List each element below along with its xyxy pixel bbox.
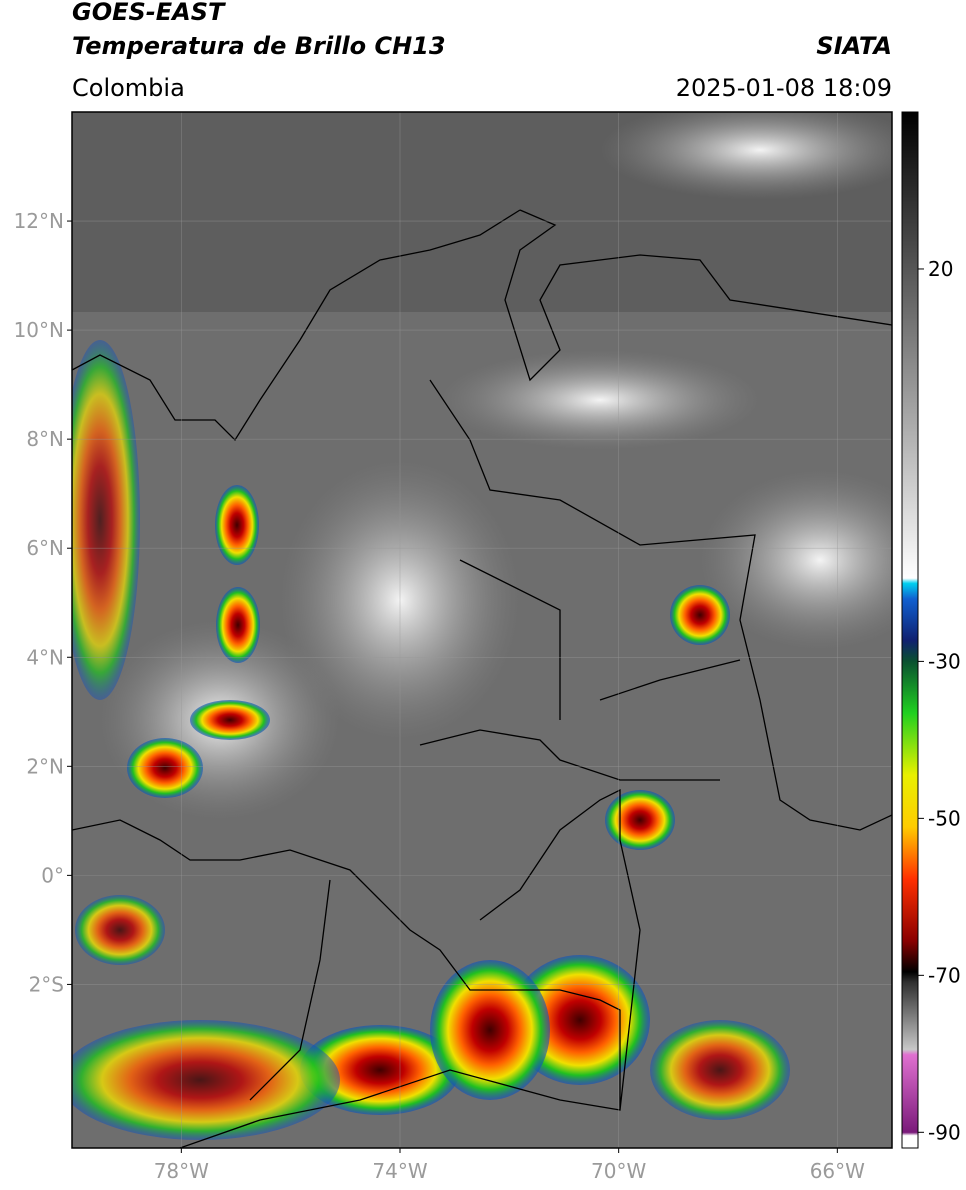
borders <box>72 209 892 1148</box>
storm <box>127 738 203 798</box>
source: SIATA <box>816 32 892 60</box>
lat-tick-label: 2°S <box>29 972 64 996</box>
lon-tick-label: 66°W <box>810 1159 865 1183</box>
colorbar-tick-label: -90 <box>928 1120 961 1144</box>
lat-tick-label: 12°N <box>14 209 64 233</box>
plot-frame <box>71 111 893 1149</box>
storm <box>72 340 140 700</box>
colorbar-tick-label: -30 <box>928 649 961 673</box>
colorbar-tick-label: 20 <box>928 257 953 281</box>
lat-tick-label: 8°N <box>26 427 64 451</box>
lon-tick-label: 78°W <box>154 1159 209 1183</box>
grid <box>72 112 892 1148</box>
storm <box>605 790 675 850</box>
lat-tick-label: 6°N <box>26 536 64 560</box>
storm <box>190 700 270 740</box>
storm <box>670 585 730 645</box>
lat-tick-label: 0° <box>41 863 64 887</box>
colorbar-tick-label: -70 <box>928 963 961 987</box>
storm <box>72 1020 340 1140</box>
storm <box>216 587 260 663</box>
lat-tick-label: 10°N <box>14 318 64 342</box>
lat-tick-label: 2°N <box>26 754 64 778</box>
satellite-image <box>72 112 892 1148</box>
storm <box>300 1025 460 1115</box>
region: Colombia <box>72 74 185 102</box>
datetime: 2025-01-08 18:09 <box>676 74 892 102</box>
cloud <box>440 350 760 450</box>
cloud <box>600 112 892 200</box>
cloud <box>700 470 892 650</box>
storm <box>215 485 259 565</box>
lon-tick-label: 74°W <box>372 1159 427 1183</box>
colorbar <box>901 111 919 1149</box>
lat-tick-label: 4°N <box>26 645 64 669</box>
storm <box>650 1020 790 1120</box>
satellite: GOES-EAST <box>72 0 226 26</box>
lon-tick-label: 70°W <box>591 1159 646 1183</box>
storm <box>75 895 165 965</box>
colorbar-tick-label: -50 <box>928 806 961 830</box>
title: Temperatura de Brillo CH13 <box>72 32 446 60</box>
storm <box>430 960 550 1100</box>
